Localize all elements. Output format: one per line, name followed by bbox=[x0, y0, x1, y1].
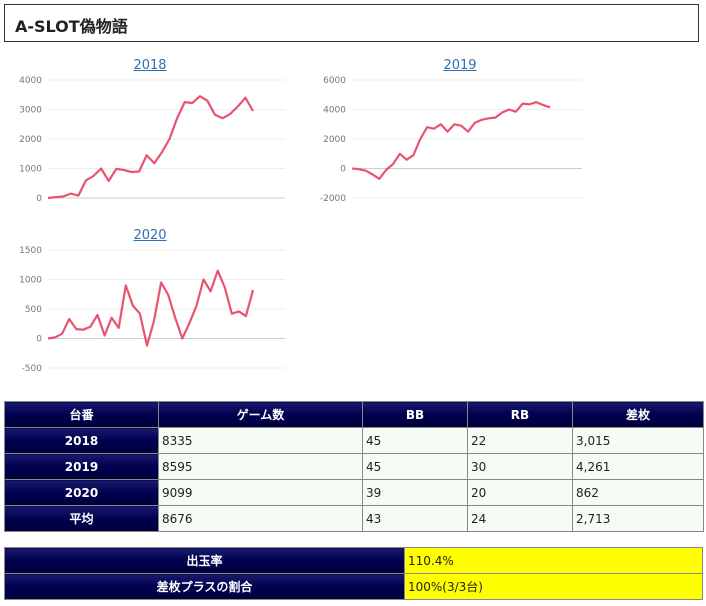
cell-games: 8595 bbox=[158, 453, 363, 480]
stats-table: 台番 ゲーム数 BB RB 差枚 2018 8335 45 22 3,015 2… bbox=[4, 401, 704, 532]
summary-row: 出玉率 110.4% bbox=[4, 547, 703, 574]
y-tick-label: 1000 bbox=[19, 276, 42, 286]
cell-bb: 45 bbox=[362, 427, 468, 454]
cell-bb: 45 bbox=[362, 453, 468, 480]
payout-rate-value: 110.4% bbox=[404, 547, 703, 574]
y-tick-label: 0 bbox=[36, 194, 42, 204]
y-tick-label: -500 bbox=[22, 364, 43, 374]
row-header: 平均 bbox=[4, 505, 159, 532]
row-header: 2019 bbox=[4, 453, 159, 480]
page-title: A-SLOT偽物語 bbox=[15, 17, 128, 36]
summary-table: 出玉率 110.4% 差枚プラスの割合 100%(3/3台) bbox=[4, 547, 703, 600]
table-row: 2019 8595 45 30 4,261 bbox=[4, 453, 704, 480]
y-tick-label: 3000 bbox=[19, 106, 42, 116]
y-tick-label: 500 bbox=[25, 305, 42, 315]
y-tick-label: -2000 bbox=[320, 194, 346, 204]
column-header: RB bbox=[467, 401, 573, 428]
column-header: 差枚 bbox=[572, 401, 704, 428]
chart-svg: 0 1000 2000 3000 4000 bbox=[19, 76, 285, 204]
page-header: A-SLOT偽物語 bbox=[4, 4, 699, 42]
chart-title-link[interactable]: 2018 bbox=[133, 58, 167, 73]
y-tick-label: 1000 bbox=[19, 165, 42, 175]
cell-rb: 24 bbox=[467, 505, 573, 532]
table-row: 2018 8335 45 22 3,015 bbox=[4, 427, 704, 454]
series-line bbox=[47, 95, 254, 200]
y-tick-label: 6000 bbox=[323, 76, 346, 86]
column-header: BB bbox=[362, 401, 468, 428]
cell-games: 9099 bbox=[158, 479, 363, 506]
table-row: 2020 9099 39 20 862 bbox=[4, 479, 704, 506]
cell-rb: 22 bbox=[467, 427, 573, 454]
cell-games: 8335 bbox=[158, 427, 363, 454]
y-tick-label: 2000 bbox=[19, 135, 42, 145]
table-header-row: 台番 ゲーム数 BB RB 差枚 bbox=[4, 401, 704, 428]
summary-row: 差枚プラスの割合 100%(3/3台) bbox=[4, 573, 703, 600]
chart-title-link[interactable]: 2019 bbox=[443, 58, 477, 73]
chart-svg: -2000 0 2000 4000 6000 bbox=[320, 76, 582, 204]
cell-diff: 2,713 bbox=[572, 505, 704, 532]
cell-diff: 862 bbox=[572, 479, 704, 506]
table-row: 平均 8676 43 24 2,713 bbox=[4, 505, 704, 532]
cell-diff: 4,261 bbox=[572, 453, 704, 480]
cell-rb: 30 bbox=[467, 453, 573, 480]
cell-bb: 39 bbox=[362, 479, 468, 506]
y-tick-label: 0 bbox=[36, 335, 42, 345]
y-tick-label: 1500 bbox=[19, 246, 42, 256]
cell-rb: 20 bbox=[467, 479, 573, 506]
chart-2019: 2019 -2000 0 2000 4000 6000 bbox=[310, 58, 610, 208]
y-tick-label: 2000 bbox=[323, 135, 346, 145]
plus-ratio-label: 差枚プラスの割合 bbox=[4, 573, 405, 600]
series-line bbox=[351, 100, 551, 180]
y-tick-label: 4000 bbox=[323, 106, 346, 116]
chart-2020: 2020 -500 0 500 1000 1500 bbox=[0, 228, 300, 378]
chart-2018: 2018 0 1000 2000 3000 4000 bbox=[0, 58, 300, 208]
row-header: 2020 bbox=[4, 479, 159, 506]
plus-ratio-value: 100%(3/3台) bbox=[404, 573, 703, 600]
row-header: 2018 bbox=[4, 427, 159, 454]
payout-rate-label: 出玉率 bbox=[4, 547, 405, 574]
column-header: ゲーム数 bbox=[158, 401, 363, 428]
y-tick-label: 0 bbox=[340, 165, 346, 175]
chart-title-link[interactable]: 2020 bbox=[133, 228, 167, 243]
chart-svg: -500 0 500 1000 1500 bbox=[19, 246, 285, 374]
column-header: 台番 bbox=[4, 401, 159, 428]
cell-games: 8676 bbox=[158, 505, 363, 532]
series-line bbox=[47, 269, 255, 347]
y-tick-label: 4000 bbox=[19, 76, 42, 86]
cell-bb: 43 bbox=[362, 505, 468, 532]
cell-diff: 3,015 bbox=[572, 427, 704, 454]
